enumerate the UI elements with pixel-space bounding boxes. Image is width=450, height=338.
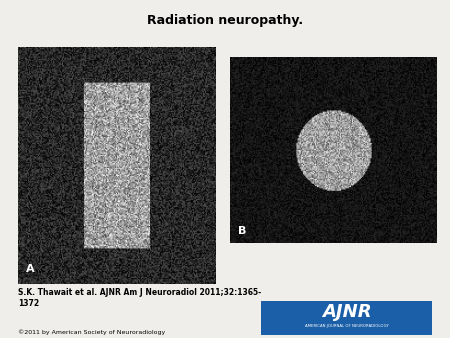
Text: AJNR: AJNR [322,303,371,321]
Text: Radiation neuropathy.: Radiation neuropathy. [147,14,303,26]
Text: ©2011 by American Society of Neuroradiology: ©2011 by American Society of Neuroradiol… [18,329,165,335]
Text: B: B [238,226,246,236]
FancyBboxPatch shape [261,301,432,335]
Text: S.K. Thawait et al. AJNR Am J Neuroradiol 2011;32:1365-
1372: S.K. Thawait et al. AJNR Am J Neuroradio… [18,288,261,308]
Text: AMERICAN JOURNAL OF NEURORADIOLOGY: AMERICAN JOURNAL OF NEURORADIOLOGY [305,324,388,328]
Text: A: A [26,264,35,274]
